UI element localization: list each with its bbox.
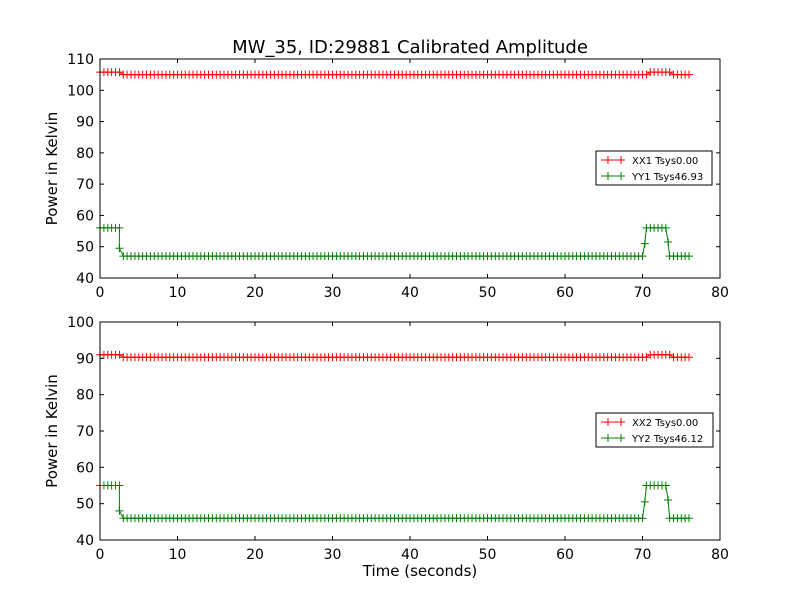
data-point: [640, 497, 649, 506]
y-tick-label: 70: [76, 177, 94, 193]
y-tick-label: 100: [67, 83, 94, 99]
y-tick-label: 70: [76, 424, 94, 440]
legend-swatch-marker: [604, 156, 612, 164]
x-tick-label: 80: [711, 285, 729, 301]
series-markers: [96, 481, 693, 523]
data-point: [638, 252, 647, 261]
series-markers: [96, 223, 693, 261]
data-point: [685, 514, 693, 523]
x-tick-label: 20: [246, 547, 264, 563]
y-tick-label: 60: [76, 208, 94, 224]
legend-swatch-marker: [604, 434, 612, 442]
legend-swatch-marker: [604, 418, 612, 426]
series-red: [96, 68, 693, 79]
x-tick-label: 10: [169, 547, 187, 563]
x-tick-label: 40: [401, 547, 419, 563]
y-tick-label: 50: [76, 497, 94, 513]
y-tick-label: 50: [76, 240, 94, 256]
x-tick-label: 0: [96, 547, 105, 563]
data-point: [115, 506, 124, 515]
x-tick-label: 50: [479, 547, 497, 563]
x-tick-label: 70: [634, 285, 652, 301]
legend-swatch-marker: [617, 172, 625, 180]
legend-swatch-marker: [617, 156, 625, 164]
x-tick-label: 0: [96, 285, 105, 301]
data-point: [115, 223, 124, 232]
x-tick-label: 80: [711, 547, 729, 563]
y-tick-label: 80: [76, 388, 94, 404]
legend-swatch-marker: [604, 172, 612, 180]
y-axis-title: Power in Kelvin: [43, 374, 61, 488]
y-tick-label: 40: [76, 271, 94, 287]
data-point: [661, 223, 670, 232]
bottom-panel: 0 10 20 30 40 50 60 70 80 40 50 60 70 80 90 100 Power in…: [43, 315, 729, 580]
y-tick-label: 90: [76, 351, 94, 367]
data-point: [640, 239, 649, 248]
data-point: [664, 238, 673, 246]
data-point: [664, 496, 673, 504]
data-point: [115, 244, 124, 253]
legend-swatch-marker: [617, 434, 625, 442]
legend-swatch-marker: [617, 418, 625, 426]
series-green: [96, 481, 693, 523]
legend-box: [595, 412, 714, 448]
x-tick-label: 20: [246, 285, 264, 301]
y-tick-label: 80: [76, 146, 94, 162]
x-tick-label: 50: [479, 285, 497, 301]
legend-label: XX1 Tsys0.00: [632, 156, 698, 167]
legend-box: [595, 150, 713, 186]
data-point: [115, 481, 124, 490]
legend-label: YY2 Tsys46.12: [631, 434, 703, 445]
x-tick-label: 70: [634, 547, 652, 563]
top-panel: 0 10 20 30 40 50 60 70 80 40 50 60 70 80 90 100 110 Power…: [43, 52, 729, 301]
y-tick-label: 40: [76, 533, 94, 549]
chart-title: MW_35, ID:29881 Calibrated Amplitude: [232, 37, 588, 58]
series-markers: [96, 68, 693, 79]
data-point: [685, 252, 693, 261]
legend: XX2 Tsys0.00 YY2 Tsys46.12: [595, 412, 714, 448]
data-point: [661, 481, 670, 490]
series-markers: [96, 350, 693, 362]
x-tick-label: 60: [556, 547, 574, 563]
data-point: [638, 514, 647, 523]
legend-label: XX2 Tsys0.00: [632, 418, 698, 429]
x-tick-label: 30: [324, 285, 342, 301]
series-green: [96, 223, 693, 261]
y-tick-label: 100: [67, 315, 94, 331]
y-tick-label: 110: [67, 52, 94, 68]
data-point: [685, 70, 693, 79]
x-tick-label: 40: [401, 285, 419, 301]
series-red: [96, 350, 693, 362]
x-axis-title: Time (seconds): [362, 562, 478, 580]
y-tick-label: 60: [76, 460, 94, 476]
y-tick-label: 90: [76, 115, 94, 131]
legend-label: YY1 Tsys46.93: [631, 172, 703, 183]
x-tick-label: 60: [556, 285, 574, 301]
data-point: [685, 353, 693, 362]
legend: XX1 Tsys0.00 YY1 Tsys46.93: [595, 150, 713, 186]
x-tick-label: 30: [324, 547, 342, 563]
x-tick-label: 10: [169, 285, 187, 301]
y-axis-title: Power in Kelvin: [43, 112, 61, 226]
